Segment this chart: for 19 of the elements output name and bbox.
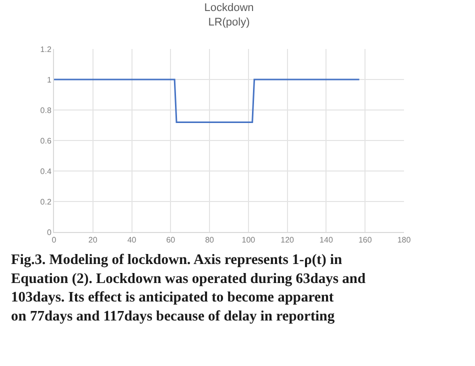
x-tick-label: 20 — [88, 236, 98, 245]
y-tick-label: 0 — [46, 228, 52, 237]
x-tick-label: 40 — [127, 236, 137, 245]
y-tick-label: 0.6 — [40, 136, 52, 146]
y-tick-label: 1 — [46, 75, 52, 84]
x-tick-label: 160 — [358, 236, 372, 245]
x-tick-label: 180 — [397, 236, 412, 245]
chart-title: Lockdown — [204, 2, 254, 14]
y-tick-label: 0.8 — [40, 106, 52, 115]
x-tick-label: 60 — [166, 236, 176, 245]
x-tick-label: 120 — [280, 236, 295, 245]
y-tick-label: 0.4 — [40, 166, 52, 176]
chart-subtitle: LR(poly) — [208, 16, 250, 28]
x-tick-label: 80 — [205, 236, 215, 245]
caption: Fig.3. Modeling of lockdown. Axis represents 1-ρ(t) in Equation (2). Lockdown was operated during 63days and 103days. Its effect is anticipated to become apparent on 77days and 117days because of delay in reporting — [11, 252, 366, 325]
y-tick-label: 0.2 — [40, 197, 52, 206]
x-tick-label: 140 — [320, 236, 334, 245]
y-tick-label: 1.2 — [40, 44, 52, 54]
x-tick-label: 100 — [242, 236, 256, 245]
